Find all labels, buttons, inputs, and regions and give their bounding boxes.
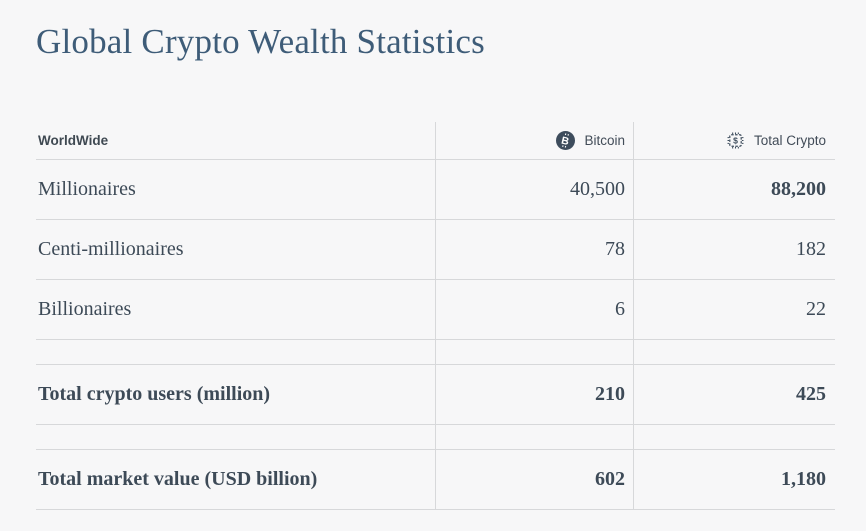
svg-text:B: B	[561, 135, 571, 148]
header-worldwide-label: WorldWide	[38, 133, 109, 148]
total-crypto-value: 425	[633, 365, 835, 424]
svg-text:$: $	[733, 136, 738, 146]
spacer-cell	[36, 340, 435, 364]
chip-dollar-icon: $	[726, 131, 745, 150]
table-spacer-row	[36, 340, 835, 365]
spacer-cell	[36, 425, 435, 449]
table-row-millionaires: Millionaires 40,500 88,200	[36, 160, 835, 220]
row-label: Total market value (USD billion)	[38, 468, 318, 490]
table-row-total-crypto-users: Total crypto users (million) 210 425	[36, 365, 835, 425]
header-total-crypto-label: Total Crypto	[753, 133, 826, 148]
spacer-cell	[633, 425, 835, 449]
header-worldwide: WorldWide	[36, 122, 435, 159]
table-row-billionaires: Billionaires 6 22	[36, 280, 835, 340]
header-bitcoin: B Bitcoin	[435, 122, 633, 159]
total-crypto-value: 182	[633, 220, 835, 279]
bitcoin-value: 6	[435, 280, 633, 339]
total-crypto-value: 88,200	[633, 160, 835, 219]
header-bitcoin-label: Bitcoin	[584, 133, 625, 148]
spacer-cell	[435, 425, 633, 449]
page-title: Global Crypto Wealth Statistics	[36, 22, 485, 61]
bitcoin-value: 78	[435, 220, 633, 279]
row-label: Millionaires	[38, 178, 136, 200]
table-row-centi-millionaires: Centi-millionaires 78 182	[36, 220, 835, 280]
row-label: Centi-millionaires	[38, 238, 184, 260]
spacer-cell	[633, 340, 835, 364]
total-crypto-value: 22	[633, 280, 835, 339]
table-row-total-market-value: Total market value (USD billion) 602 1,1…	[36, 450, 835, 510]
bitcoin-value: 210	[435, 365, 633, 424]
crypto-wealth-table: WorldWide B Bitcoin $	[36, 122, 835, 510]
total-crypto-value: 1,180	[633, 450, 835, 509]
bitcoin-value: 40,500	[435, 160, 633, 219]
table-header-row: WorldWide B Bitcoin $	[36, 122, 835, 160]
table-spacer-row	[36, 425, 835, 450]
row-label: Billionaires	[38, 298, 132, 320]
bitcoin-value: 602	[435, 450, 633, 509]
row-label: Total crypto users (million)	[38, 383, 271, 405]
spacer-cell	[435, 340, 633, 364]
header-total-crypto: $ Total Crypto	[633, 122, 835, 159]
bitcoin-icon: B	[556, 131, 576, 150]
